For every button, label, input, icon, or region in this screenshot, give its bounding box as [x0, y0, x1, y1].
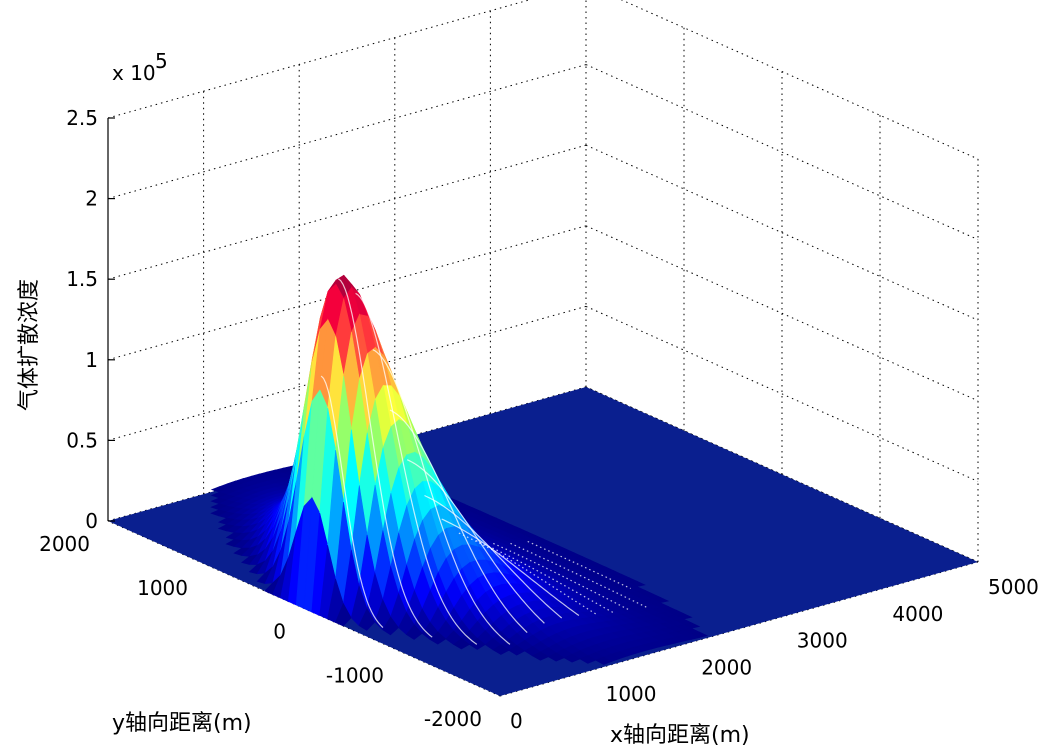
- grid-line: [585, 144, 979, 321]
- contour-line: [406, 459, 545, 624]
- grid-line: [107, 144, 587, 280]
- grid-line: [107, 0, 531, 119]
- contour-line: [320, 375, 384, 629]
- y-tick-label: -2000: [424, 707, 482, 731]
- z-tick-label: 2.5: [66, 106, 98, 130]
- z-multiplier-label: x 10: [112, 61, 156, 85]
- contour-line: [372, 349, 511, 645]
- z-tick-label: 1.5: [66, 267, 98, 291]
- x-axis-label: x轴向距离(m): [610, 723, 750, 748]
- y-axis-label: y轴向距离(m): [112, 711, 252, 736]
- z-tick-label: 0: [85, 509, 98, 533]
- contour-line: [389, 409, 528, 634]
- surface: [108, 274, 978, 696]
- contour-line: [475, 539, 614, 614]
- y-tick-label: 0: [273, 620, 286, 644]
- contour-line: [355, 292, 478, 645]
- x-tick-label: 4000: [892, 602, 943, 626]
- y-tick-label: 2000: [39, 532, 90, 556]
- contour-lines: [320, 278, 648, 645]
- y-tick-label: -1000: [326, 663, 384, 687]
- x-tick-label: 1000: [606, 682, 657, 706]
- contour-line: [338, 278, 433, 638]
- x-tick-label: 3000: [797, 629, 848, 653]
- grid-line: [585, 225, 979, 402]
- z-multiplier-exponent: 5: [155, 49, 168, 73]
- contour-line: [510, 542, 648, 609]
- x-tick-label: 2000: [701, 655, 752, 679]
- contour-line: [424, 494, 563, 619]
- z-tick-label: 1: [85, 348, 98, 372]
- grid-line: [620, 0, 979, 160]
- contour-line: [527, 540, 631, 590]
- x-tick-label: 0: [510, 709, 523, 733]
- tick-labels: 00.511.522.5-2000-1000010002000010002000…: [39, 106, 1039, 733]
- grid-line: [585, 305, 979, 482]
- surface-patch: [594, 656, 613, 665]
- grid-line: [107, 64, 587, 200]
- contour-line: [493, 542, 631, 612]
- grid-line: [585, 64, 979, 241]
- z-tick-label: 0.5: [66, 428, 98, 452]
- y-tick-label: 1000: [137, 576, 188, 600]
- z-tick-label: 2: [85, 187, 98, 211]
- x-tick-label: 5000: [988, 575, 1039, 599]
- z-axis-label: 气体扩散浓度: [17, 279, 42, 411]
- contour-line: [441, 518, 580, 616]
